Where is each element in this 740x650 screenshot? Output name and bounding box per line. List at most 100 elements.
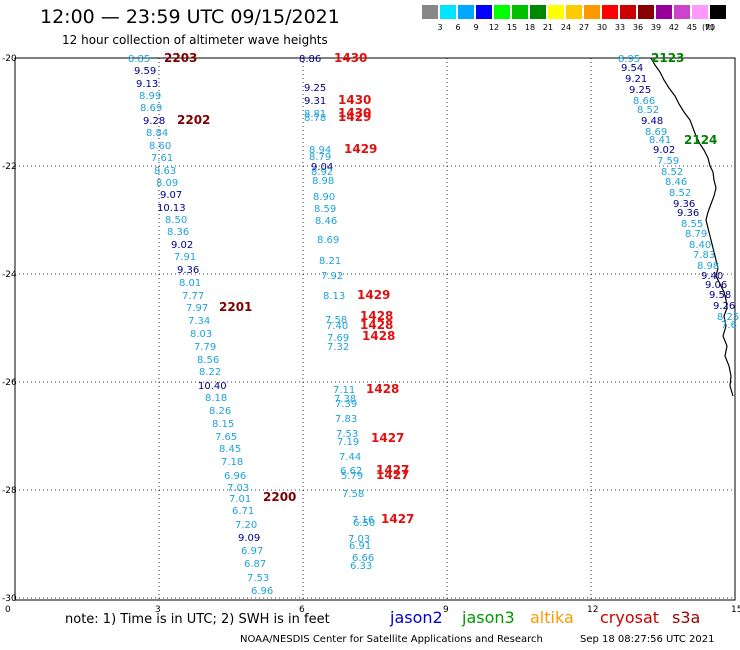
right-track-wave-height: 8.66 xyxy=(633,96,655,107)
right-track-wave-height: 9.36 xyxy=(673,199,695,210)
left-track-time-label: 2203 xyxy=(164,51,197,65)
middle-track-time-label: 1427 xyxy=(376,463,409,477)
right-track-wave-height: 7.6 xyxy=(721,320,737,331)
satellite-s3a: s3a xyxy=(672,608,701,627)
coastline xyxy=(650,57,734,397)
right-track-wave-height: 7.83 xyxy=(693,250,715,261)
left-track-wave-height: 8.50 xyxy=(165,215,187,226)
left-track-wave-height: 8.85 xyxy=(128,54,150,65)
middle-track-wave-height: 8.21 xyxy=(319,256,341,267)
middle-track-wave-height: 8.79 xyxy=(309,152,331,163)
legend-swatch xyxy=(692,5,708,19)
legend-label: 45 xyxy=(686,23,698,32)
middle-track-time-label: 1429 xyxy=(344,142,377,156)
legend-label: 18 xyxy=(524,23,536,32)
x-tick-label: 9 xyxy=(443,605,449,615)
left-track-wave-height: 8.15 xyxy=(212,419,234,430)
middle-track-wave-height: 6.91 xyxy=(349,541,371,552)
legend-label: 42 xyxy=(668,23,680,32)
right-track-wave-height: 9.21 xyxy=(625,74,647,85)
middle-track-wave-height: 8.94 xyxy=(309,145,331,156)
left-track-wave-height: 9.59 xyxy=(134,66,156,77)
map-title: 12:00 — 23:59 UTC 09/15/2021 xyxy=(40,6,340,28)
right-track-wave-height: 9.06 xyxy=(705,280,727,291)
middle-track-time-label: 1427 xyxy=(371,431,404,445)
legend-label: 24 xyxy=(560,23,572,32)
right-track-wave-height: 8.25 xyxy=(717,312,739,323)
middle-track-wave-height: 8.59 xyxy=(314,204,336,215)
left-track-time-label: 2200 xyxy=(263,490,296,504)
left-track-wave-height: 6.96 xyxy=(224,471,246,482)
right-track-wave-height: 8.52 xyxy=(669,188,691,199)
footer-note: note: 1) Time is in UTC; 2) SWH is in fe… xyxy=(65,612,330,627)
y-tick-label: -22 xyxy=(2,162,17,172)
left-track-wave-height: 6.71 xyxy=(232,506,254,517)
left-track-wave-height: 8.60 xyxy=(149,141,171,152)
left-track-wave-height: 9.07 xyxy=(160,190,182,201)
left-track-wave-height: 8.45 xyxy=(219,444,241,455)
left-track-wave-height: 8.03 xyxy=(190,329,212,340)
legend-swatch xyxy=(710,5,726,19)
y-tick-label: -24 xyxy=(2,270,17,280)
right-track-wave-height: 9.48 xyxy=(641,116,663,127)
legend-swatch xyxy=(674,5,690,19)
middle-track-time-label: 1428 xyxy=(366,382,399,396)
legend-label: 39 xyxy=(650,23,662,32)
left-track-wave-height: 9.09 xyxy=(238,533,260,544)
right-track-wave-height: 9.40 xyxy=(701,271,723,282)
legend-label: 6 xyxy=(455,23,461,32)
legend-swatch xyxy=(494,5,510,19)
right-track-wave-height: 9.02 xyxy=(653,145,675,156)
left-track-wave-height: 8.22 xyxy=(199,367,221,378)
legend-swatch xyxy=(620,5,636,19)
middle-track-time-label: 1427 xyxy=(381,512,414,526)
legend-label: 36 xyxy=(632,23,644,32)
left-track-wave-height: 10.40 xyxy=(198,381,227,392)
right-track-wave-height: 8.55 xyxy=(681,219,703,230)
middle-track-time-label: 1430 xyxy=(334,51,367,65)
left-track-wave-height: 9.28 xyxy=(143,116,165,127)
left-track-wave-height: 10.13 xyxy=(157,203,186,214)
left-track-wave-height: 8.99 xyxy=(139,91,161,102)
middle-track-time-label: 1428 xyxy=(362,329,395,343)
legend-swatch xyxy=(458,5,474,19)
legend-label: 30 xyxy=(596,23,608,32)
middle-track-wave-height: 7.58 xyxy=(342,489,364,500)
middle-track-wave-height: 6.33 xyxy=(350,561,372,572)
middle-track-wave-height: 7.32 xyxy=(327,342,349,353)
middle-track-wave-height: 7.92 xyxy=(321,271,343,282)
middle-track-wave-height: 6.66 xyxy=(352,553,374,564)
left-track-wave-height: 8.26 xyxy=(209,406,231,417)
left-track-wave-height: 7.65 xyxy=(215,432,237,443)
x-tick-label: 3 xyxy=(155,605,161,615)
middle-track-time-label: 1428 xyxy=(360,309,393,323)
left-track-wave-height: 7.97 xyxy=(186,303,208,314)
left-track-wave-height: 7.01 xyxy=(229,494,251,505)
middle-track-wave-height: 8.69 xyxy=(317,235,339,246)
middle-track-time-label: 1430 xyxy=(338,106,371,120)
satellite-jason3: jason3 xyxy=(462,608,515,627)
left-track-wave-height: 6.87 xyxy=(244,559,266,570)
legend-swatch xyxy=(566,5,582,19)
legend-label: 15 xyxy=(506,23,518,32)
left-track-wave-height: 8.69 xyxy=(140,103,162,114)
grid-lines xyxy=(14,57,736,600)
left-track-wave-height: 7.61 xyxy=(151,153,173,164)
middle-track-wave-height: 8.46 xyxy=(315,216,337,227)
left-track-wave-height: 7.77 xyxy=(182,291,204,302)
right-track-wave-height: 8.69 xyxy=(645,127,667,138)
legend-label: 3 xyxy=(437,23,443,32)
middle-track-wave-height: 7.44 xyxy=(339,452,361,463)
right-track-wave-height: 8.52 xyxy=(637,105,659,116)
middle-track-time-label: 1427 xyxy=(376,468,409,482)
middle-track-wave-height: 7.40 xyxy=(326,321,348,332)
left-track-wave-height: 8.63 xyxy=(154,166,176,177)
left-track-wave-height: 9.13 xyxy=(136,79,158,90)
right-track-wave-height: 8.95 xyxy=(618,54,640,65)
generated-timestamp: Sep 18 08:27:56 UTC 2021 xyxy=(580,634,715,645)
right-track-wave-height: 9.58 xyxy=(709,290,731,301)
middle-track-wave-height: 7.11 xyxy=(333,385,355,396)
middle-track-wave-height: 7.03 xyxy=(348,534,370,545)
right-track-wave-height: 9.54 xyxy=(621,63,643,74)
